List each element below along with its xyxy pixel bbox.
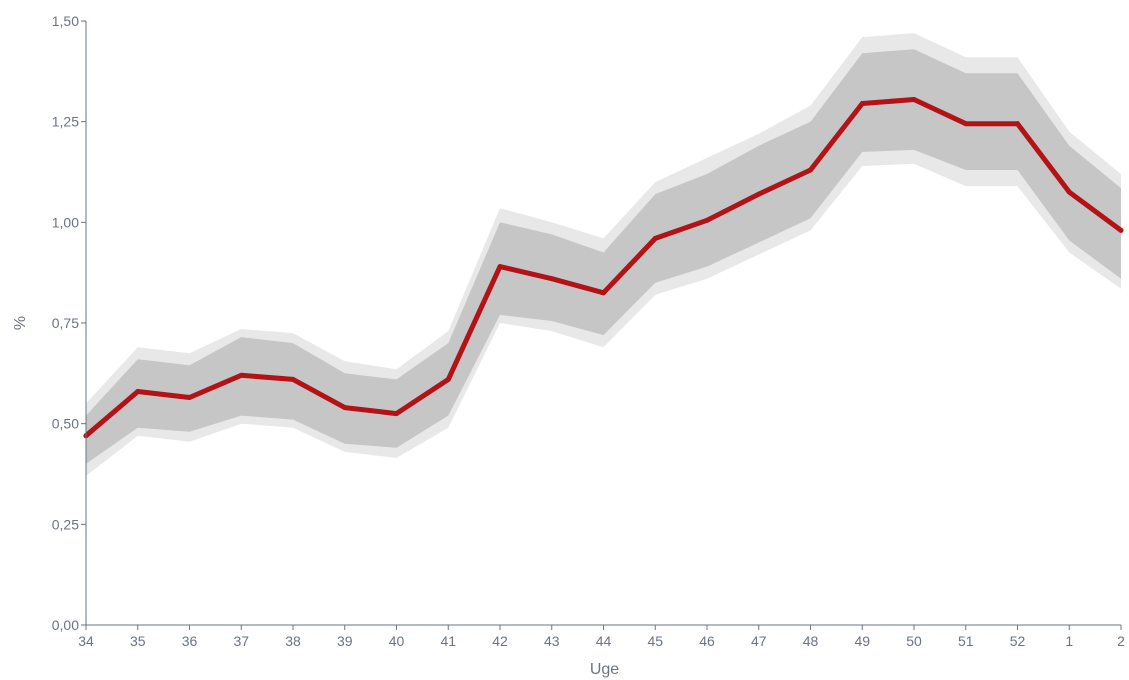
axes: 0,00 0,25 0,50 0,75 1,00 1,25 1,50 34 35 36 37 38 39… (52, 13, 1125, 649)
data-point (1015, 121, 1020, 127)
x-tick-label: 49 (854, 633, 870, 649)
x-tick-label: 35 (130, 633, 146, 649)
x-tick-label: 50 (906, 633, 922, 649)
x-tick-label: 48 (803, 633, 819, 649)
data-point (652, 235, 658, 241)
data-point (963, 121, 969, 127)
y-tick-label: 0,25 (52, 516, 79, 532)
data-point (808, 167, 813, 173)
x-tick-label: 36 (182, 633, 198, 649)
data-point (1066, 189, 1072, 195)
x-tick-label: 41 (440, 633, 456, 649)
x-tick-label: 38 (285, 633, 301, 649)
data-point (342, 405, 348, 411)
series-lines (83, 97, 1124, 439)
data-point (394, 411, 399, 417)
data-point (859, 101, 865, 107)
data-point (290, 376, 296, 382)
x-tick-label: 39 (337, 633, 353, 649)
data-point (756, 191, 762, 197)
x-tick-label: 47 (751, 633, 767, 649)
y-tick-label: 0,50 (52, 416, 79, 432)
x-tick-label: 42 (492, 633, 508, 649)
data-point (238, 372, 244, 378)
data-point (549, 276, 555, 282)
data-point (1118, 227, 1124, 233)
data-point (704, 217, 710, 223)
x-tick-label: 37 (233, 633, 249, 649)
x-tick-label: 2 (1117, 633, 1125, 649)
data-point (135, 388, 141, 394)
x-tick-label: 1 (1065, 633, 1073, 649)
x-tick-label: 52 (1010, 633, 1026, 649)
y-axis-title: % (12, 316, 29, 330)
y-tick-label: 1,50 (52, 13, 79, 29)
x-axis-title: Uge (590, 661, 619, 678)
x-tick-label: 51 (958, 633, 974, 649)
confidence-bands (86, 33, 1121, 476)
y-tick-label: 0,00 (52, 617, 79, 633)
x-tick-label: 34 (78, 633, 94, 649)
data-point (187, 394, 192, 400)
y-tick-label: 1,00 (52, 214, 79, 230)
data-point (601, 290, 606, 296)
x-tick-label: 40 (389, 633, 405, 649)
y-tick-label: 1,25 (52, 114, 79, 130)
data-point (445, 376, 451, 382)
data-point (911, 97, 917, 103)
y-tick-label: 0,75 (52, 315, 79, 331)
x-tick-label: 43 (544, 633, 560, 649)
x-tick-label: 44 (596, 633, 612, 649)
data-point (497, 264, 503, 270)
x-tick-label: 46 (699, 633, 715, 649)
inner-confidence-band (86, 49, 1121, 464)
x-tick-label: 45 (647, 633, 663, 649)
